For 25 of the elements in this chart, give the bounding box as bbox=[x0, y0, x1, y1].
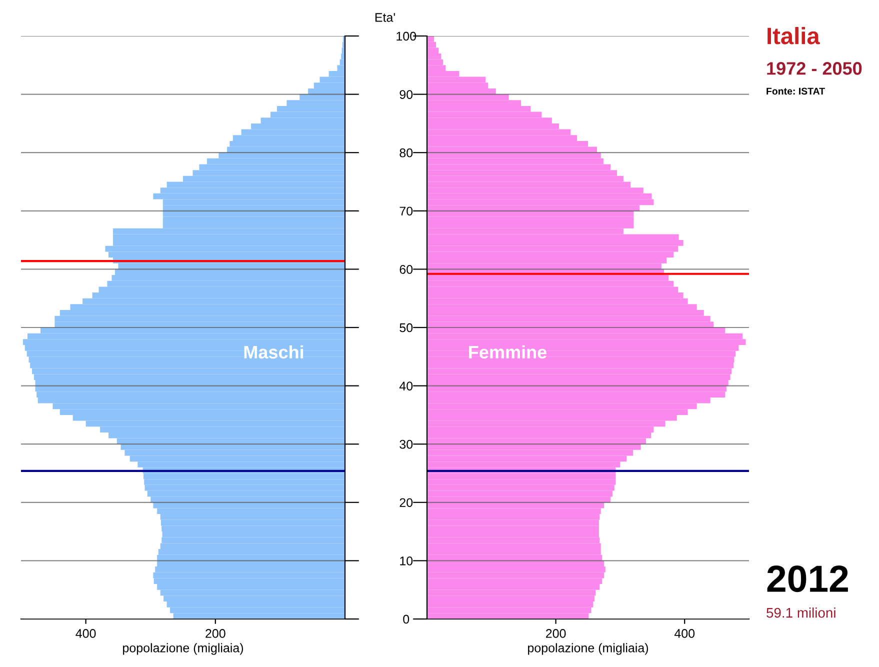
y-tick-label: 30 bbox=[400, 440, 413, 449]
x-tick-label: 400 bbox=[674, 629, 695, 638]
text: 1972 - 2050 bbox=[767, 62, 862, 75]
text: 59.1 milioni bbox=[766, 608, 836, 618]
y-tick-label: 50 bbox=[400, 323, 413, 332]
y-tick-label: 40 bbox=[399, 382, 413, 390]
x-axis-title: popolazione (migliaia) bbox=[528, 643, 648, 655]
x-axis-title: popolazione (migliaia) bbox=[123, 643, 244, 655]
y-tick-label: 100 bbox=[396, 32, 416, 41]
y-tick-label: 20 bbox=[400, 498, 413, 508]
text: 2012 bbox=[767, 566, 848, 592]
y-tick-label: 0 bbox=[403, 614, 410, 624]
x-tick-label: 200 bbox=[546, 629, 566, 638]
y-tick-label: 80 bbox=[400, 148, 413, 158]
text: Italia bbox=[768, 26, 820, 44]
series-label: Femmine bbox=[469, 345, 547, 359]
y-tick-label: 60 bbox=[400, 265, 413, 274]
series-label: Maschi bbox=[244, 345, 304, 359]
x-tick-label: 400 bbox=[76, 629, 96, 638]
y-axis-title: Eta' bbox=[375, 13, 395, 22]
x-tick-label: 200 bbox=[206, 629, 226, 638]
y-tick-label: 90 bbox=[400, 90, 413, 99]
source-note: Fonte: ISTAT bbox=[766, 88, 825, 95]
y-tick-label: 70 bbox=[400, 206, 413, 216]
y-tick-label: 10 bbox=[400, 556, 413, 566]
